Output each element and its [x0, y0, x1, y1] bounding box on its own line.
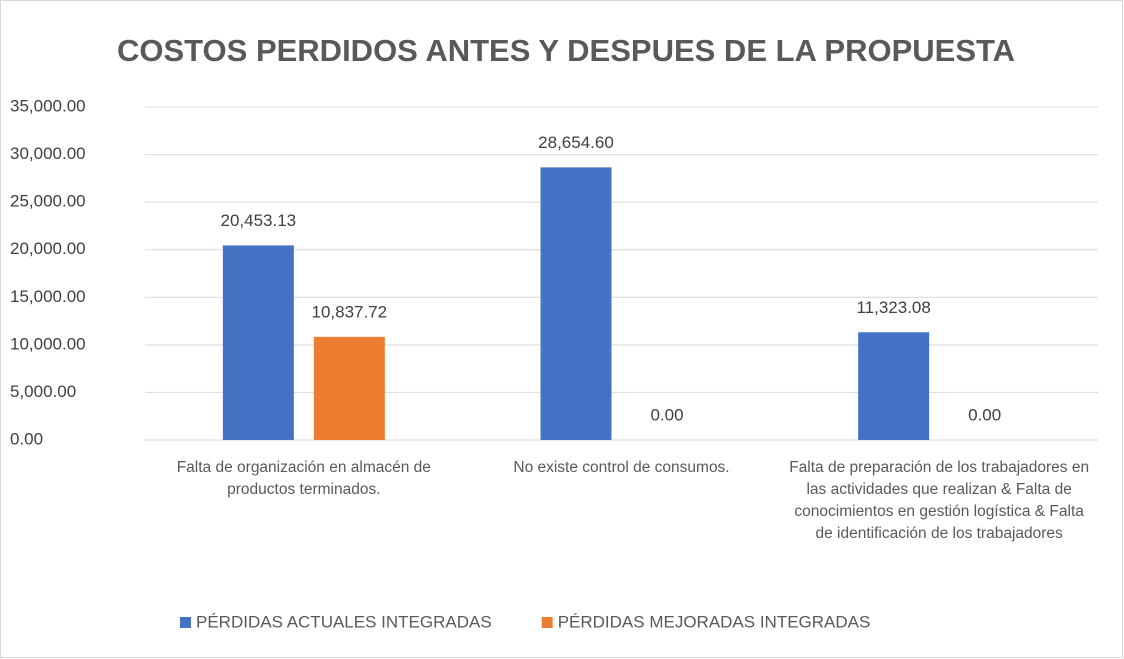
- y-tick-label: 25,000.00: [10, 192, 86, 211]
- bar: [222, 245, 294, 440]
- data-label: 0.00: [650, 405, 683, 424]
- bar: [313, 336, 385, 440]
- data-label: 0.00: [968, 405, 1001, 424]
- y-tick-label: 10,000.00: [10, 334, 86, 353]
- y-tick-label: 5,000.00: [10, 382, 76, 401]
- data-label: 11,323.08: [856, 298, 930, 317]
- legend-label: PÉRDIDAS ACTUALES INTEGRADAS: [196, 612, 492, 631]
- bar: [540, 167, 612, 440]
- y-tick-label: 35,000.00: [10, 96, 86, 115]
- x-tick-label-box: Falta de organización en almacén de prod…: [176, 459, 431, 498]
- x-tick-label-box: Falta de preparación de los trabajadores…: [789, 459, 1090, 542]
- legend-swatch: [541, 617, 553, 628]
- y-tick-label: 15,000.00: [10, 287, 86, 306]
- chart-title: COSTOS PERDIDOS ANTES Y DESPUES DE LA PR…: [117, 33, 1015, 68]
- y-tick-label: 30,000.00: [10, 144, 86, 163]
- data-label: 10,837.72: [312, 302, 388, 321]
- legend-swatch: [180, 617, 191, 628]
- bar: [858, 332, 930, 440]
- y-tick-label: 0.00: [10, 429, 43, 448]
- legend-label: PÉRDIDAS MEJORADAS INTEGRADAS: [558, 612, 871, 631]
- x-tick-label: Falta de organización en almacén de prod…: [176, 459, 431, 498]
- data-label: 28,654.60: [538, 133, 614, 152]
- x-tick-label-box: No existe control de consumos.: [513, 459, 730, 476]
- x-tick-label: Falta de preparación de los trabajadores…: [789, 459, 1090, 542]
- data-label: 20,453.13: [221, 211, 297, 230]
- x-tick-label: No existe control de consumos.: [513, 459, 730, 476]
- y-tick-label: 20,000.00: [10, 239, 86, 258]
